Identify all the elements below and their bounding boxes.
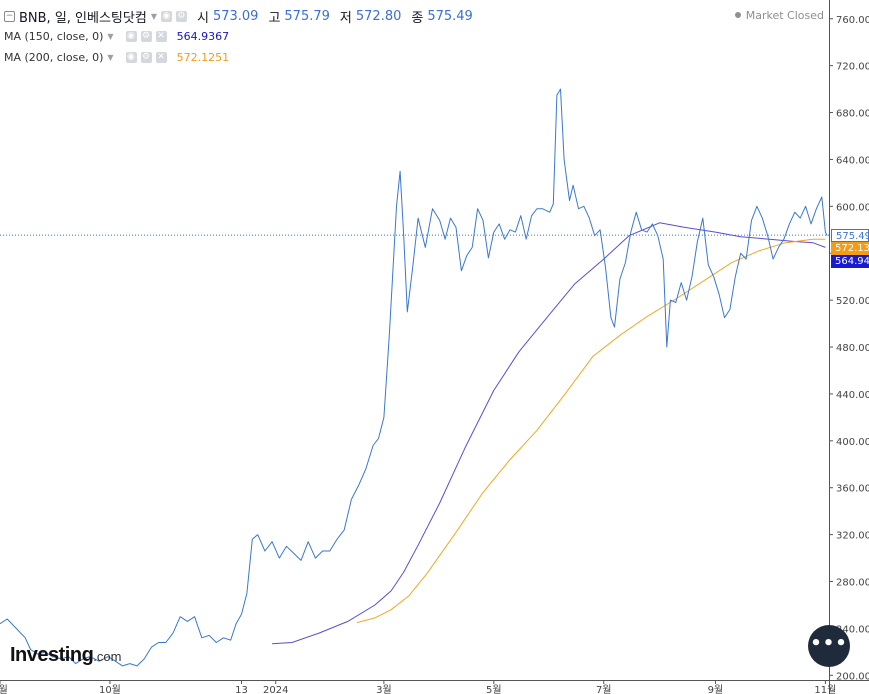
more-dots-icon: •••	[810, 633, 848, 654]
chevron-down-icon[interactable]: ▼	[107, 32, 114, 41]
y-tick-label: 400.00	[836, 437, 869, 448]
status-dot-icon	[734, 12, 741, 18]
eye-icon[interactable]: ◉	[125, 31, 137, 42]
price-line	[0, 88, 828, 667]
gear-icon[interactable]: ⚙	[175, 11, 187, 22]
low-value: 572.80	[355, 9, 402, 24]
x-tick-label: 11월	[814, 684, 836, 694]
x-tick-label: 9월	[708, 684, 724, 694]
ma200-label: MA (200, close, 0)	[4, 51, 104, 64]
x-tick-label: 3월	[376, 684, 392, 694]
chevron-down-icon[interactable]: ▼	[150, 12, 157, 21]
y-tick-label: 440.00	[836, 390, 869, 401]
investing-logo: Investing.com	[10, 644, 121, 667]
ma200-line	[356, 238, 826, 624]
y-tick-label: 480.00	[836, 343, 869, 354]
open-value: 573.09	[212, 9, 259, 24]
close-value: 575.49	[427, 9, 473, 24]
ma200-value: 572.1251	[176, 51, 230, 64]
ma150-label: MA (150, close, 0)	[4, 30, 104, 43]
ma200-tag: 572.13	[831, 241, 869, 255]
x-tick-label: 10월	[99, 684, 121, 694]
y-tick-label: 360.00	[836, 484, 869, 495]
x-tick-label: 8월	[0, 684, 8, 694]
y-tick-label: 520.00	[836, 296, 869, 307]
high-label: 고	[268, 11, 281, 26]
y-tick-label: 760.00	[836, 15, 869, 26]
x-tick-label: 13	[235, 685, 248, 694]
y-tick-label: 640.00	[836, 155, 869, 166]
ma200-legend: MA (200, close, 0) ▼ ◉ ⚙ ✕ 572.1251	[4, 51, 229, 64]
y-tick-label: 240.00	[836, 624, 869, 635]
y-tick-label: 600.00	[836, 202, 869, 213]
market-status-text: Market Closed	[745, 9, 824, 22]
x-tick-label: 2024	[263, 685, 288, 694]
x-tick-label: 5월	[486, 684, 502, 694]
logo-main: Investing	[10, 644, 94, 666]
y-tick-label: 680.00	[836, 109, 869, 120]
x-tick-label: 7월	[596, 684, 612, 694]
ma150-line	[272, 222, 826, 645]
more-options-button[interactable]: •••	[808, 625, 850, 667]
market-status: Market Closed	[734, 9, 824, 22]
close-icon[interactable]: ✕	[155, 31, 167, 42]
y-tick-label: 320.00	[836, 531, 869, 542]
chart-legend-header: − BNB, 일, 인베스팅닷컴 ▼ ◉ ⚙ 시 573.09 고 575.79 저…	[4, 7, 473, 26]
gear-icon[interactable]: ⚙	[140, 52, 152, 63]
open-label: 시	[196, 11, 209, 26]
collapse-icon[interactable]: −	[4, 11, 15, 22]
y-tick-label: 720.00	[836, 62, 869, 73]
high-value: 575.79	[284, 9, 330, 24]
gear-icon[interactable]: ⚙	[140, 31, 152, 42]
ma150-tag: 564.94	[831, 255, 869, 269]
price-tag: 575.49	[831, 228, 869, 242]
close-icon[interactable]: ✕	[155, 52, 167, 63]
ma150-legend: MA (150, close, 0) ▼ ◉ ⚙ ✕ 564.9367	[4, 30, 229, 43]
y-tick-label: 280.00	[836, 578, 869, 589]
eye-icon[interactable]: ◉	[160, 11, 172, 22]
symbol-title: BNB, 일, 인베스팅닷컴	[19, 11, 147, 26]
y-tick-label: 200.00	[836, 671, 869, 682]
close-label: 종	[411, 11, 424, 26]
logo-suffix: .com	[93, 649, 122, 664]
low-label: 저	[339, 11, 352, 26]
chevron-down-icon[interactable]: ▼	[107, 53, 114, 62]
eye-icon[interactable]: ◉	[125, 52, 137, 63]
ma150-value: 564.9367	[176, 30, 230, 43]
